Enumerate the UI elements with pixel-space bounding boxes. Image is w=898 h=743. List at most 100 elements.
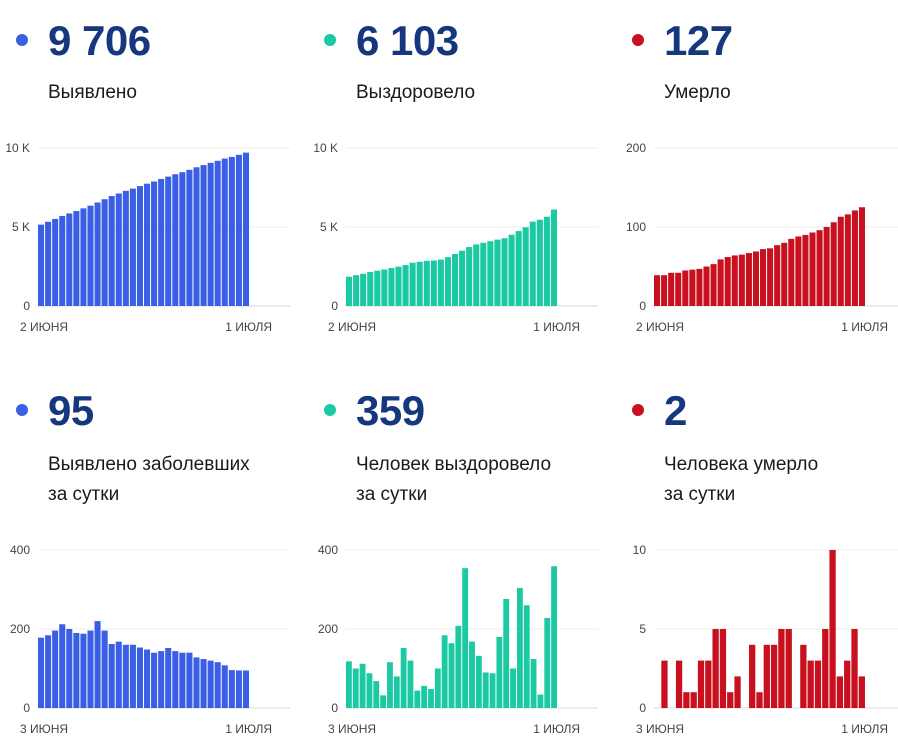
bar bbox=[352, 668, 359, 708]
daily-died-value: 2 bbox=[664, 387, 687, 434]
bar bbox=[705, 660, 712, 708]
bar bbox=[151, 181, 158, 306]
bar bbox=[59, 624, 66, 708]
y-tick-label: 0 bbox=[23, 299, 30, 313]
bar bbox=[380, 695, 387, 708]
bar bbox=[756, 692, 763, 708]
bar bbox=[654, 275, 661, 306]
bar bbox=[734, 676, 741, 708]
bar bbox=[774, 245, 781, 306]
daily-detected-label-line1: Выявлено заболевших bbox=[48, 454, 250, 475]
y-tick-label: 400 bbox=[10, 543, 30, 557]
bar bbox=[144, 183, 151, 306]
chart-daily-recovered: 0 200 400 3 ИЮНЯ 1 ИЮЛЯ bbox=[318, 543, 598, 736]
y-tick-label: 0 bbox=[331, 701, 338, 715]
x-tick-label-start: 2 ИЮНЯ bbox=[20, 320, 68, 334]
bar bbox=[830, 222, 837, 306]
bar bbox=[235, 154, 242, 306]
y-tick-label: 0 bbox=[23, 701, 30, 715]
bar bbox=[158, 651, 165, 708]
bar bbox=[795, 236, 802, 306]
bar bbox=[87, 205, 94, 306]
red-dot-icon bbox=[632, 34, 644, 46]
bar bbox=[778, 629, 785, 708]
bar bbox=[508, 234, 515, 306]
bar bbox=[536, 219, 543, 306]
y-tick-label: 10 K bbox=[313, 141, 338, 155]
bar bbox=[94, 621, 101, 708]
y-tick-label: 5 K bbox=[12, 220, 30, 234]
bar bbox=[770, 644, 778, 708]
bar bbox=[94, 202, 101, 306]
bar bbox=[749, 644, 756, 708]
bar bbox=[814, 660, 822, 708]
bar bbox=[851, 210, 858, 306]
x-tick-label-end: 1 ИЮЛЯ bbox=[841, 320, 888, 334]
panel-daily-recovered: 359 Человек выздоровело за сутки 0 200 400… bbox=[308, 370, 598, 740]
bar bbox=[807, 660, 814, 708]
bar bbox=[136, 186, 143, 306]
bar bbox=[475, 655, 482, 708]
bar bbox=[441, 635, 448, 708]
bar bbox=[469, 641, 475, 708]
y-tick-label: 200 bbox=[10, 622, 30, 636]
chart-died: 0 100 200 2 ИЮНЯ 1 ИЮЛЯ bbox=[626, 141, 898, 334]
total-died-value: 127 bbox=[664, 17, 733, 64]
chart-recovered: 0 5 K 10 K 2 ИЮНЯ 1 ИЮЛЯ bbox=[313, 141, 598, 334]
bar bbox=[717, 259, 724, 306]
bar bbox=[452, 254, 459, 306]
x-tick-label-end: 1 ИЮЛЯ bbox=[533, 722, 580, 736]
total-detected-value: 9 706 bbox=[48, 17, 151, 64]
bar bbox=[101, 199, 108, 306]
bar bbox=[788, 238, 795, 306]
panel-daily-detected: 95 Выявлено заболевших за сутки 0 200 400 3… bbox=[0, 370, 290, 740]
bar bbox=[235, 670, 242, 708]
bar bbox=[745, 253, 752, 306]
bar bbox=[186, 652, 193, 708]
bar bbox=[416, 261, 423, 306]
bar bbox=[523, 605, 530, 708]
bar bbox=[444, 257, 451, 306]
bar bbox=[844, 214, 851, 306]
daily-died-label-line1: Человека умерло bbox=[664, 454, 819, 475]
daily-died-label-line2: за сутки bbox=[664, 484, 736, 505]
bar bbox=[193, 167, 200, 306]
bar bbox=[359, 663, 366, 708]
total-recovered-value: 6 103 bbox=[356, 17, 459, 64]
bar bbox=[430, 260, 437, 306]
y-tick-label: 0 bbox=[639, 299, 646, 313]
y-tick-label: 200 bbox=[626, 141, 646, 155]
bar bbox=[242, 152, 249, 306]
bar bbox=[510, 668, 516, 708]
bar bbox=[193, 657, 200, 708]
y-tick-label: 10 K bbox=[5, 141, 30, 155]
bar bbox=[158, 178, 165, 306]
bar bbox=[829, 550, 836, 708]
bar bbox=[668, 272, 675, 306]
bar bbox=[785, 629, 792, 708]
bar bbox=[66, 629, 73, 708]
x-tick-label-end: 1 ИЮЛЯ bbox=[225, 320, 272, 334]
bar bbox=[816, 230, 823, 306]
bar bbox=[214, 160, 221, 306]
bar bbox=[346, 276, 353, 306]
y-tick-label: 10 bbox=[633, 543, 647, 557]
daily-recovered-label-line2: за сутки bbox=[356, 484, 428, 505]
bar bbox=[844, 660, 851, 708]
bar bbox=[661, 660, 668, 708]
bar bbox=[675, 660, 683, 708]
bar bbox=[543, 216, 550, 306]
bar bbox=[115, 193, 122, 306]
bar bbox=[242, 670, 249, 708]
bar bbox=[703, 266, 710, 306]
bar bbox=[207, 660, 214, 708]
bar bbox=[165, 647, 172, 708]
bar bbox=[45, 635, 52, 708]
x-tick-label-end: 1 ИЮЛЯ bbox=[841, 722, 888, 736]
x-tick-label-end: 1 ИЮЛЯ bbox=[533, 320, 580, 334]
bar bbox=[381, 269, 388, 306]
panel-daily-died: 2 Человека умерло за сутки 0 5 10 3 ИЮНЯ 1 И… bbox=[616, 370, 898, 740]
bar bbox=[719, 629, 727, 708]
x-tick-label-start: 2 ИЮНЯ bbox=[636, 320, 684, 334]
chart-detected: 0 5 K 10 K 2 ИЮНЯ 1 ИЮЛЯ bbox=[5, 141, 290, 334]
